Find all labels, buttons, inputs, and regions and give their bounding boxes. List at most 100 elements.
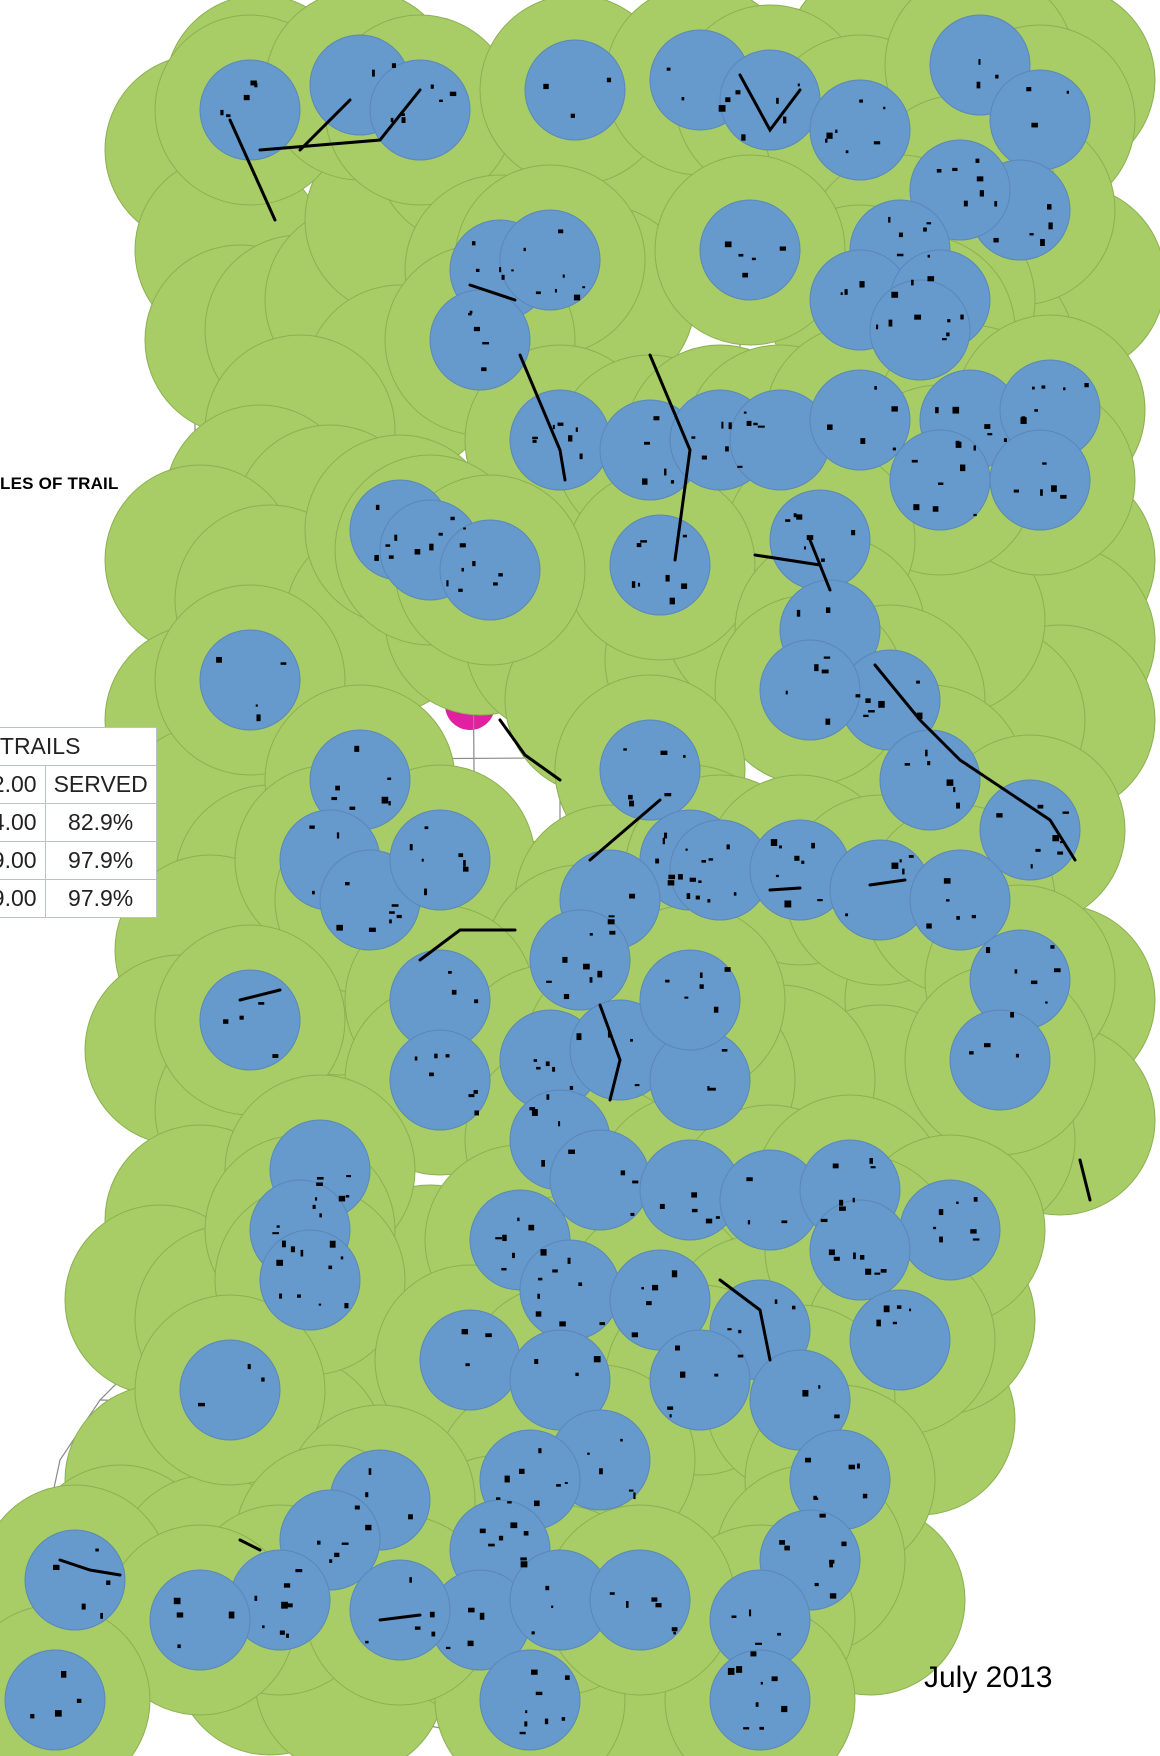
trail-speck <box>587 1452 590 1455</box>
service-buffer <box>499 209 601 311</box>
trail-speck <box>1053 968 1061 973</box>
trail-speck <box>479 1612 485 1620</box>
trail-speck <box>883 106 886 110</box>
service-buffer <box>519 1239 621 1341</box>
trail-speck <box>743 1727 750 1730</box>
trail-speck <box>933 1226 937 1230</box>
trail-speck <box>927 276 935 282</box>
trail-speck <box>681 97 685 101</box>
trail-speck <box>828 1249 835 1256</box>
trail-speck <box>556 1484 561 1487</box>
trail-speck <box>776 97 779 104</box>
trail-speck <box>429 1611 435 1618</box>
trail-speck <box>388 555 394 559</box>
trail-speck <box>738 253 744 257</box>
table-cell-served: 97.9% <box>44 879 157 918</box>
trail-speck <box>551 1605 554 1608</box>
trail-speck <box>805 1457 812 1463</box>
trail-speck <box>852 1197 855 1203</box>
trail-speck <box>630 1212 635 1216</box>
trail-speck <box>510 1522 518 1529</box>
trail-speck <box>985 947 991 954</box>
trail-speck <box>335 785 340 791</box>
trail-speck <box>372 69 375 77</box>
trail-speck <box>705 1218 713 1224</box>
trail-speck <box>472 561 476 567</box>
trail-speck <box>534 1359 539 1365</box>
table-row: 49.00 97.9% <box>0 841 157 880</box>
trail-speck <box>784 1545 790 1551</box>
service-buffer <box>389 809 491 911</box>
trail-speck <box>771 1676 778 1682</box>
trail-speck <box>695 895 700 900</box>
trail-speck <box>546 1094 550 1100</box>
trail-speck <box>467 1640 474 1647</box>
trail-speck <box>100 1612 103 1619</box>
trail-speck <box>987 433 993 436</box>
trail-speck <box>1042 462 1047 465</box>
trail-speck <box>975 158 980 163</box>
trail-speck <box>1020 417 1027 424</box>
trail-speck <box>430 84 434 89</box>
table-cell-served: 97.9% <box>44 841 157 880</box>
trail-speck <box>953 787 956 793</box>
trail-speck <box>685 848 688 851</box>
trail-speck <box>760 1681 763 1685</box>
trail-speck <box>911 459 918 463</box>
trail-speck <box>671 1627 678 1632</box>
trail-speck <box>1062 811 1069 814</box>
trail-speck <box>833 1256 840 1261</box>
trail-speck <box>978 59 981 65</box>
trail-speck <box>461 1328 469 1335</box>
trail-speck <box>517 1217 520 1222</box>
trail-speck <box>391 63 396 68</box>
trail-speck <box>781 1220 788 1224</box>
trail-speck <box>562 274 565 278</box>
trail-speck <box>916 680 920 684</box>
service-buffer <box>149 1569 251 1671</box>
trail-speck <box>533 1059 538 1062</box>
trail-speck <box>465 1363 470 1367</box>
trail-speck <box>827 424 833 430</box>
trail-stats-table: Y TRAILS 02.00 SERVED 44.00 82.9% 49.00 … <box>0 727 157 918</box>
service-buffer <box>479 1649 581 1751</box>
trail-speck <box>498 1535 504 1541</box>
trail-speck <box>421 858 424 862</box>
trail-speck <box>537 1293 540 1299</box>
trail-speck <box>759 1726 764 1730</box>
trail-speck <box>737 465 743 468</box>
trail-speck <box>504 1475 510 1483</box>
trail-speck <box>725 97 731 103</box>
trail-speck <box>891 406 898 412</box>
trail-speck <box>545 1061 550 1067</box>
trail-speck <box>331 796 338 801</box>
trail-speck <box>280 662 287 665</box>
service-buffer <box>199 969 301 1071</box>
trail-speck <box>779 845 782 849</box>
trail-speck <box>458 853 464 858</box>
trail-speck <box>728 422 732 430</box>
trail-speck <box>493 582 498 586</box>
trail-speck <box>972 1238 980 1241</box>
trail-speck <box>276 1259 284 1266</box>
trail-speck <box>463 860 466 867</box>
trail-speck <box>680 1371 686 1378</box>
trail-speck <box>1066 90 1070 94</box>
trail-speck <box>295 1569 303 1573</box>
trail-speck <box>226 114 231 118</box>
trail-speck <box>451 989 457 995</box>
trail-speck <box>281 1240 286 1248</box>
trail-speck <box>878 700 885 708</box>
trail-speck <box>713 1006 719 1013</box>
trail-speck <box>973 513 977 517</box>
trail-speck <box>552 424 555 430</box>
trail-speck <box>540 1249 547 1256</box>
trail-speck <box>409 844 413 851</box>
trail-speck <box>628 794 633 800</box>
trail-speck <box>609 1592 615 1595</box>
service-buffer <box>589 1549 691 1651</box>
trail-speck <box>409 1577 412 1583</box>
trail-speck <box>811 842 815 849</box>
trail-speck <box>742 272 749 278</box>
trail-speck <box>1050 945 1055 949</box>
